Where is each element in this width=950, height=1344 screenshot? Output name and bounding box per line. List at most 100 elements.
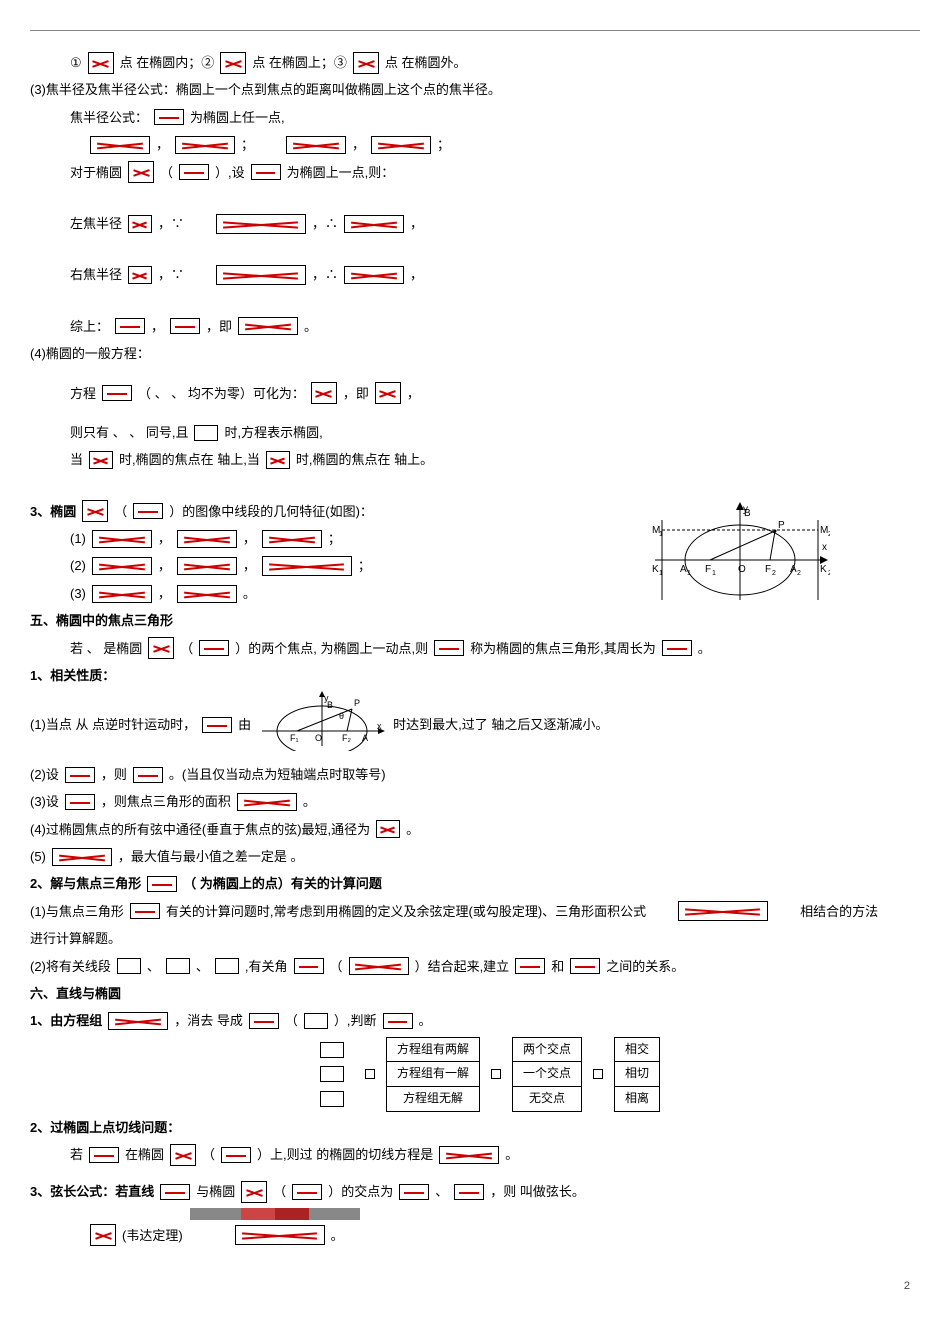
placeholder-icon [199, 640, 229, 656]
placeholder-icon [128, 215, 152, 233]
prop2: (2)设 ，则 。(当且仅当动点为短轴端点时取等号) [30, 763, 920, 786]
tail: 称为椭圆的焦点三角形,其周长为 [470, 637, 656, 660]
p2a: (2)设 [30, 763, 59, 786]
i1: (1) [70, 527, 86, 550]
end: 。 [243, 582, 256, 605]
svg-text:B: B [327, 700, 333, 710]
p1b: 由 [238, 713, 251, 736]
sec3-formula-line: 焦半径公式： 为椭圆上任一点, [30, 106, 920, 129]
cell: 方程组有两解 [387, 1037, 480, 1062]
placeholder-icon [266, 451, 290, 469]
cell: 相切 [615, 1062, 660, 1087]
placeholder-icon [89, 451, 113, 469]
cell: 相交 [615, 1037, 660, 1062]
s1b: 有关的计算问题时,常考虑到用椭圆的定义及余弦定理(或勾股定理)、三角形面积公式 [166, 900, 646, 923]
end: 。 [698, 637, 711, 660]
case-3-text: 点 在椭圆外。 [385, 51, 467, 74]
chord-title: 3、弦长公式：若直线 与椭圆 （ ）的交点为 、 ，则 叫做弦长。 [30, 1180, 920, 1203]
placeholder-icon [52, 848, 112, 866]
placeholder-icon [320, 1066, 344, 1082]
s2f: ）结合起来,建立 [415, 955, 510, 978]
placeholder-icon [194, 425, 218, 441]
placeholder-icon [92, 530, 152, 548]
placeholder-icon [170, 318, 200, 334]
rp: ）,设 [215, 161, 245, 184]
te: 。 [505, 1143, 518, 1166]
tail2: ）的图像中线段的几何特征(如图)： [169, 500, 373, 523]
lp: （ [160, 161, 173, 184]
svg-text:F₁: F₁ [290, 733, 299, 743]
td: ）上,则过 的椭圆的切线方程是 [257, 1143, 433, 1166]
sec4-eq: 方程 （ 、 、 均不为零）可化为： ，即 ， [30, 382, 920, 405]
nonzero: （ 、 、 均不为零）可化为： [138, 382, 305, 405]
placeholder-icon [92, 585, 152, 603]
p2b: ，则 [101, 763, 127, 786]
cell: 两个交点 [513, 1037, 582, 1062]
svg-text:A: A [362, 733, 368, 743]
placeholder-icon [286, 136, 346, 154]
p3a: (3)设 [30, 790, 59, 813]
vieta: (韦达定理) [122, 1224, 183, 1247]
placeholder-icon [662, 640, 692, 656]
placeholder-icon [177, 530, 237, 548]
l1c: （ [285, 1009, 298, 1032]
on-x: 时,椭圆的焦点在 轴上,当 [119, 448, 260, 471]
svg-text:2: 2 [828, 570, 830, 577]
placeholder-icon [376, 820, 400, 838]
l1a: 1、由方程组 [30, 1009, 102, 1032]
placeholder-icon [570, 958, 600, 974]
comma: ， [407, 382, 420, 405]
placeholder-icon [353, 52, 379, 74]
lp: （ [114, 500, 127, 523]
placeholder-icon [82, 500, 108, 522]
ca: 3、弦长公式：若直线 [30, 1180, 154, 1203]
svg-text:θ: θ [339, 711, 344, 721]
case-1-num: ① [70, 51, 82, 74]
placeholder-icon [238, 317, 298, 335]
comma: ， [151, 315, 164, 338]
placeholder-icon [177, 585, 237, 603]
placeholder-icon [128, 266, 152, 284]
placeholder-icon [170, 1144, 196, 1166]
semi: ； [437, 133, 450, 156]
svg-text:A: A [680, 564, 687, 575]
placeholder-icon [454, 1184, 484, 1200]
comma: ， [410, 263, 423, 286]
props-title: 1、相关性质： [30, 664, 115, 687]
placeholder-icon [262, 530, 322, 548]
if-label: 若 、 是椭圆 [70, 637, 142, 660]
svg-text:x: x [377, 721, 382, 731]
formula-tail: 为椭圆上任一点, [190, 106, 285, 129]
cell: 一个交点 [513, 1062, 582, 1087]
semi: ； [328, 527, 341, 550]
p4: (4)过椭圆焦点的所有弦中通径(垂直于焦点的弦)最短,通径为 [30, 818, 370, 841]
because: ，∵ [158, 263, 184, 286]
end: 。 [304, 315, 317, 338]
case-1-text: 点 在椭圆内；② [120, 51, 215, 74]
svg-text:1: 1 [687, 570, 691, 577]
end: 。 [331, 1224, 344, 1247]
comma: ， [410, 212, 423, 235]
comma: ， [158, 554, 171, 577]
placeholder-icon [102, 385, 132, 401]
case-2-text: 点 在椭圆上；③ [252, 51, 347, 74]
solve1: (1)与焦点三角形 有关的计算问题时,常考虑到用椭圆的定义及余弦定理(或勾股定理… [30, 900, 920, 923]
placeholder-icon [344, 215, 404, 233]
placeholder-icon [344, 266, 404, 284]
placeholder-icon [235, 1225, 325, 1245]
sec3-summary: 综上： ， ，即 。 [30, 315, 920, 338]
cf: ，则 叫做弦长。 [490, 1180, 585, 1203]
placeholder-icon [216, 214, 306, 234]
svg-text:F₂: F₂ [342, 733, 351, 743]
therefore: ，∴ [312, 263, 338, 286]
sec3-title: (3)焦半径及焦半径公式：椭圆上一个点到焦点的距离叫做椭圆上这个点的焦半径。 [30, 78, 920, 101]
s2d: ,有关角 [245, 955, 288, 978]
svg-text:2: 2 [772, 570, 776, 577]
l1d: ）,判断 [334, 1009, 377, 1032]
comma: ， [156, 133, 169, 156]
sec3-ellipse-line: 对于椭圆 （ ）,设 为椭圆上一点,则： [30, 161, 920, 184]
placeholder-icon [65, 794, 95, 810]
p1c: 时达到最大,过了 轴之后又逐渐减小。 [393, 713, 608, 736]
svg-text:P: P [778, 520, 785, 531]
s2a: (2)将有关线段 [30, 955, 111, 978]
